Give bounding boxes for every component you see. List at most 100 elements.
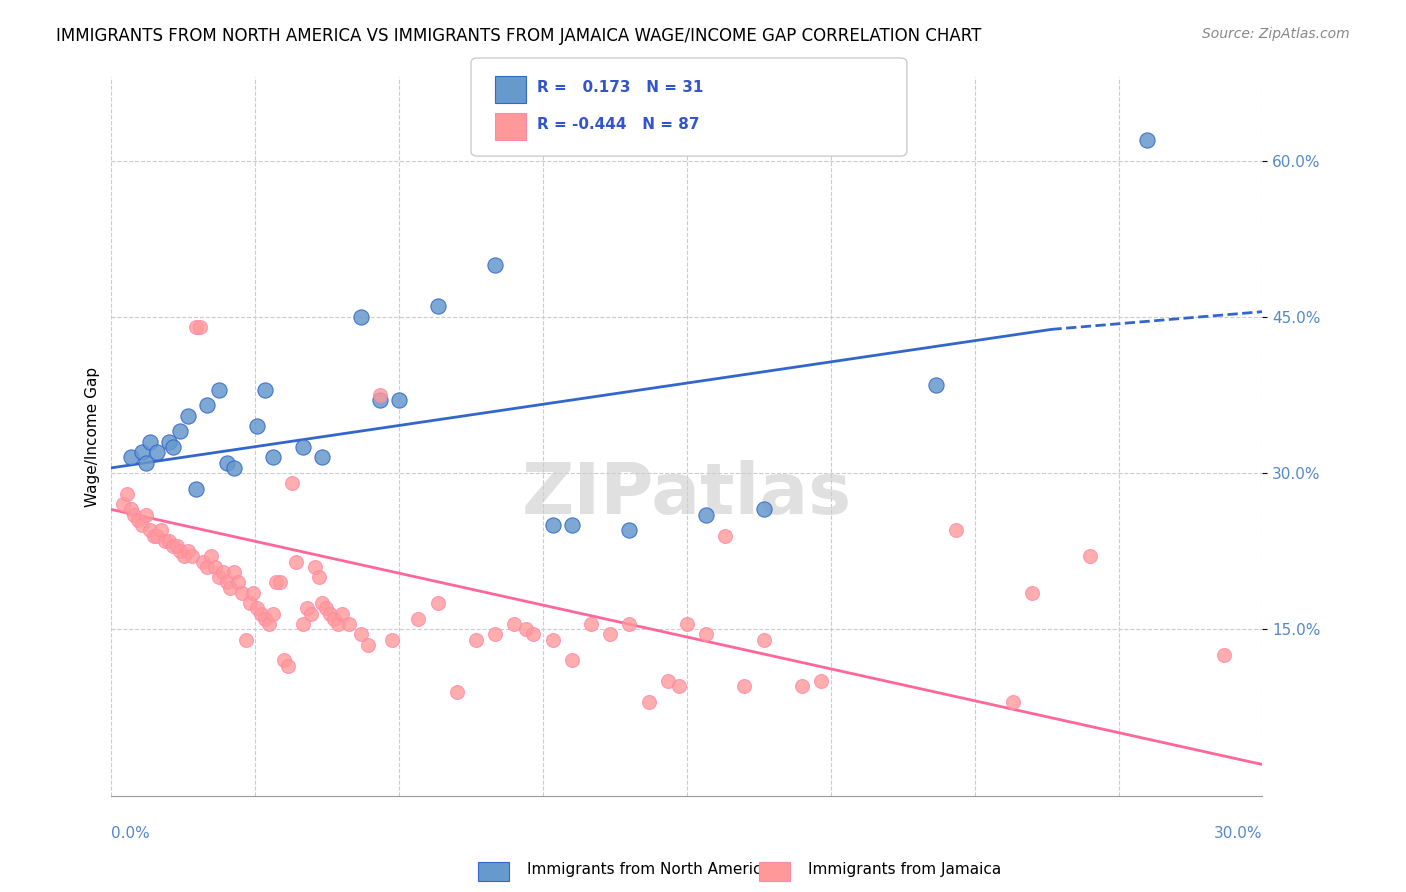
Point <box>790 680 813 694</box>
Point <box>657 674 679 689</box>
Point <box>115 487 138 501</box>
Point <box>120 450 142 465</box>
Point <box>169 425 191 439</box>
Text: IMMIGRANTS FROM NORTH AMERICA VS IMMIGRANTS FROM JAMAICA WAGE/INCOME GAP CORRELA: IMMIGRANTS FROM NORTH AMERICA VS IMMIGRA… <box>56 27 981 45</box>
Point <box>676 617 699 632</box>
Point <box>561 653 583 667</box>
Point <box>752 502 775 516</box>
Point <box>169 544 191 558</box>
Point <box>131 445 153 459</box>
Point <box>541 518 564 533</box>
Point <box>193 555 215 569</box>
Point <box>257 617 280 632</box>
Point <box>262 607 284 621</box>
Point <box>357 638 380 652</box>
Text: ZIPatlas: ZIPatlas <box>522 459 852 529</box>
Point <box>266 575 288 590</box>
Point <box>752 632 775 647</box>
Point <box>280 476 302 491</box>
Point <box>246 601 269 615</box>
Point <box>426 596 449 610</box>
Point <box>177 544 200 558</box>
Point <box>153 533 176 548</box>
Point <box>200 549 222 564</box>
Point <box>173 549 195 564</box>
Point <box>124 508 146 522</box>
Point <box>195 398 218 412</box>
Point <box>311 596 333 610</box>
Text: Immigrants from Jamaica: Immigrants from Jamaica <box>808 863 1001 877</box>
Point <box>211 565 233 579</box>
Text: Source: ZipAtlas.com: Source: ZipAtlas.com <box>1202 27 1350 41</box>
Point <box>177 409 200 423</box>
Point <box>231 586 253 600</box>
Point <box>1136 133 1159 147</box>
Point <box>162 539 184 553</box>
Point <box>350 310 373 324</box>
Point <box>311 450 333 465</box>
Point <box>619 617 641 632</box>
Point <box>208 570 231 584</box>
Point <box>269 575 291 590</box>
Point <box>139 524 162 538</box>
Point <box>695 508 717 522</box>
Point <box>515 622 537 636</box>
Point <box>162 440 184 454</box>
Point <box>111 497 134 511</box>
Point <box>120 502 142 516</box>
Point <box>135 456 157 470</box>
Point <box>368 388 391 402</box>
Point <box>304 559 326 574</box>
Point <box>319 607 342 621</box>
Point <box>945 524 967 538</box>
Point <box>246 419 269 434</box>
Point <box>484 258 506 272</box>
Point <box>337 617 360 632</box>
Point <box>541 632 564 647</box>
Point <box>157 434 180 449</box>
Point <box>146 528 169 542</box>
Point <box>284 555 307 569</box>
Point <box>226 575 249 590</box>
Point <box>599 627 621 641</box>
Point <box>208 383 231 397</box>
Point <box>131 518 153 533</box>
Point <box>380 632 402 647</box>
Point <box>273 653 295 667</box>
Point <box>219 581 242 595</box>
Point <box>326 617 349 632</box>
Point <box>142 528 165 542</box>
Point <box>388 393 411 408</box>
Point <box>810 674 832 689</box>
Point <box>292 440 315 454</box>
Point <box>315 601 337 615</box>
Point <box>295 601 318 615</box>
Point <box>204 559 226 574</box>
Point <box>1002 695 1025 709</box>
Point <box>224 460 246 475</box>
Point <box>215 575 238 590</box>
Point <box>146 445 169 459</box>
Text: Immigrants from North America: Immigrants from North America <box>527 863 770 877</box>
Point <box>277 658 299 673</box>
Point <box>215 456 238 470</box>
Point <box>408 612 430 626</box>
Point <box>1021 586 1043 600</box>
Point <box>464 632 486 647</box>
Point <box>253 383 276 397</box>
Point <box>330 607 353 621</box>
Point <box>637 695 659 709</box>
Text: 30.0%: 30.0% <box>1213 826 1263 841</box>
Point <box>484 627 506 641</box>
Point <box>250 607 273 621</box>
Point <box>184 320 207 334</box>
Point <box>242 586 264 600</box>
Point <box>323 612 346 626</box>
Point <box>253 612 276 626</box>
Point <box>446 684 468 698</box>
Text: 0.0%: 0.0% <box>111 826 150 841</box>
Point <box>195 559 218 574</box>
Point <box>925 377 948 392</box>
Point <box>139 434 162 449</box>
Point <box>734 680 756 694</box>
